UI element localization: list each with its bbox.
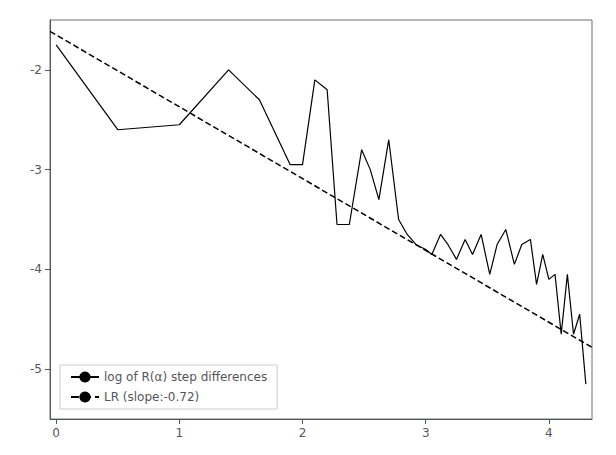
svg-text:4: 4 — [545, 426, 553, 440]
svg-text:-3: -3 — [30, 163, 42, 177]
svg-text:-5: -5 — [30, 362, 42, 376]
svg-text:3: 3 — [422, 426, 430, 440]
svg-text:-4: -4 — [30, 262, 42, 276]
svg-text:2: 2 — [299, 426, 307, 440]
svg-text:log of R(α) step differences: log of R(α) step differences — [104, 370, 267, 384]
svg-text:-2: -2 — [30, 63, 42, 77]
svg-text:1: 1 — [176, 426, 184, 440]
svg-text:LR (slope:-0.72): LR (slope:-0.72) — [104, 390, 199, 404]
svg-text:0: 0 — [52, 426, 60, 440]
